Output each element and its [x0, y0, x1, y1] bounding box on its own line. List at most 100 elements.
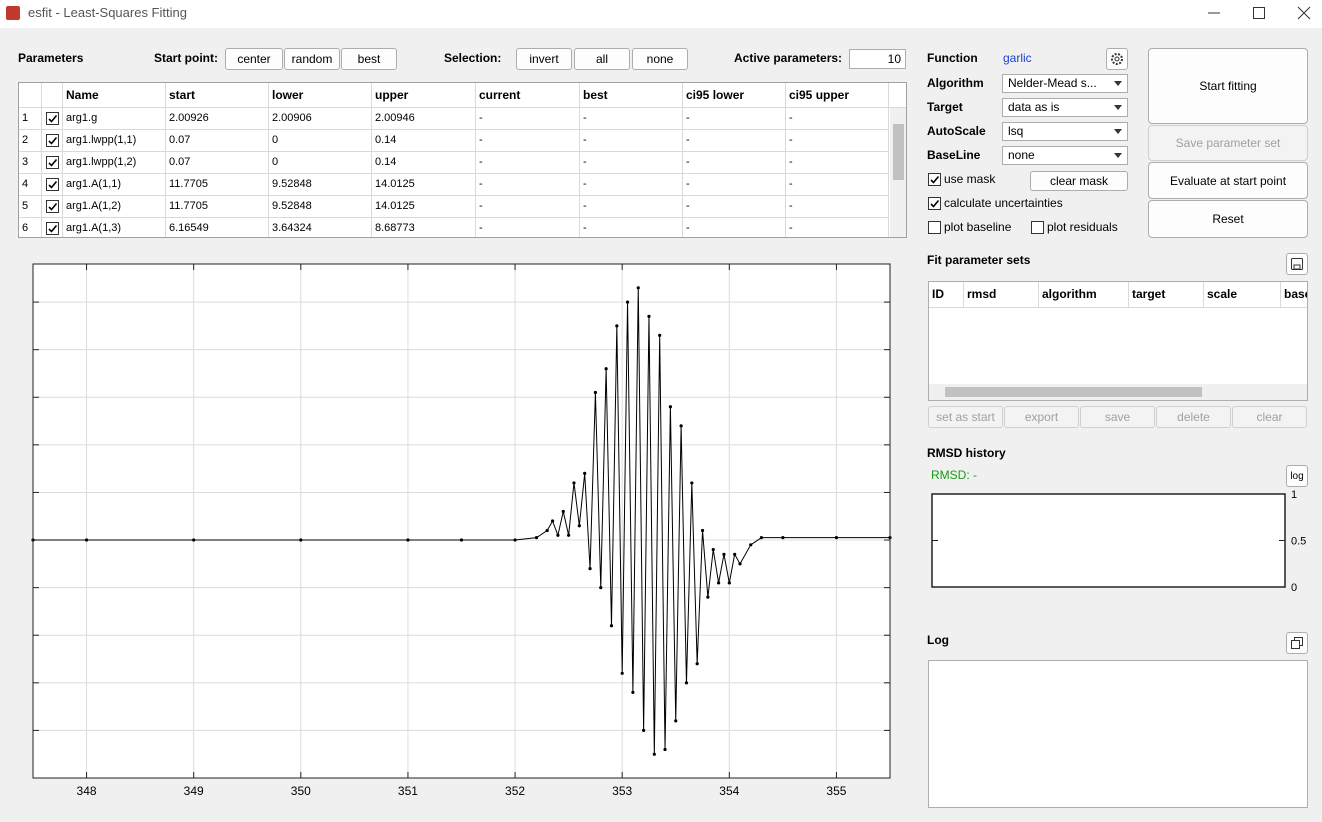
table-cell[interactable]: - — [786, 152, 889, 174]
checkbox[interactable] — [46, 222, 59, 235]
dropdown[interactable]: data as is — [1002, 98, 1128, 117]
table-cell[interactable]: - — [786, 130, 889, 152]
table-cell[interactable]: - — [476, 218, 580, 237]
action-button[interactable]: Evaluate at start point — [1148, 162, 1308, 199]
start-point-button[interactable]: random — [284, 48, 340, 70]
table-cell[interactable]: - — [580, 218, 683, 237]
table-cell[interactable]: arg1.A(1,3) — [63, 218, 166, 237]
checkbox[interactable] — [928, 221, 941, 234]
table-cell[interactable]: - — [580, 152, 683, 174]
checkbox[interactable] — [46, 200, 59, 213]
table-cell[interactable]: 0.07 — [166, 152, 269, 174]
selection-button[interactable]: none — [632, 48, 688, 70]
table-cell[interactable]: 0 — [269, 130, 372, 152]
table-cell[interactable]: - — [476, 108, 580, 130]
table-cell[interactable]: 2.00926 — [166, 108, 269, 130]
minimize-button[interactable] — [1207, 6, 1221, 20]
fit-set-button[interactable]: save — [1080, 406, 1155, 428]
table-cell[interactable]: 0.07 — [166, 130, 269, 152]
table-cell[interactable]: 2.00906 — [269, 108, 372, 130]
table-cell[interactable]: - — [476, 174, 580, 196]
fit-sets-table: IDrmsdalgorithmtargetscalebase — [928, 281, 1308, 401]
table-cell[interactable]: - — [786, 196, 889, 218]
copy-log-button[interactable] — [1286, 632, 1308, 654]
checkbox[interactable] — [46, 134, 59, 147]
rmsd-title: RMSD history — [927, 446, 1006, 460]
checkbox[interactable] — [1031, 221, 1044, 234]
table-cell[interactable]: 6.16549 — [166, 218, 269, 237]
table-cell[interactable]: 0.14 — [372, 152, 476, 174]
checkbox[interactable] — [46, 156, 59, 169]
table-cell[interactable]: - — [476, 130, 580, 152]
table-cell[interactable]: 9.52848 — [269, 196, 372, 218]
table-cell[interactable]: - — [580, 108, 683, 130]
start-point-button[interactable]: best — [341, 48, 397, 70]
table-cell[interactable]: - — [580, 130, 683, 152]
table-cell[interactable]: 11.7705 — [166, 196, 269, 218]
fit-set-button[interactable]: export — [1004, 406, 1079, 428]
action-button[interactable]: Save parameter set — [1148, 125, 1308, 161]
table-cell[interactable]: - — [786, 174, 889, 196]
fit-set-button[interactable]: delete — [1156, 406, 1231, 428]
table-cell[interactable]: 0 — [269, 152, 372, 174]
table-cell[interactable]: - — [683, 174, 786, 196]
dropdown[interactable]: lsq — [1002, 122, 1128, 141]
checkbox-label[interactable]: calculate uncertainties — [944, 196, 1063, 210]
checkbox[interactable] — [928, 197, 941, 210]
active-parameters-input[interactable]: 10 — [849, 49, 906, 69]
checkbox[interactable] — [928, 173, 941, 186]
table-cell[interactable]: arg1.lwpp(1,2) — [63, 152, 166, 174]
fit-set-button[interactable]: set as start — [928, 406, 1003, 428]
table-cell[interactable]: - — [683, 130, 786, 152]
function-value[interactable]: garlic — [1003, 51, 1032, 65]
checkbox[interactable] — [46, 112, 59, 125]
checkbox-label[interactable]: plot baseline — [944, 220, 1012, 234]
table-cell[interactable]: 14.0125 — [372, 196, 476, 218]
table-cell[interactable]: 11.7705 — [166, 174, 269, 196]
column-header: rmsd — [964, 282, 1039, 308]
close-button[interactable] — [1297, 6, 1311, 20]
dropdown[interactable]: Nelder-Mead s... — [1002, 74, 1128, 93]
table-cell[interactable]: arg1.g — [63, 108, 166, 130]
log-scale-button[interactable]: log — [1286, 465, 1308, 487]
table-cell[interactable]: - — [580, 196, 683, 218]
table-cell[interactable]: arg1.lwpp(1,1) — [63, 130, 166, 152]
save-sets-button[interactable] — [1286, 253, 1308, 275]
checkbox-label[interactable]: use mask — [944, 172, 996, 186]
table-cell[interactable]: - — [786, 108, 889, 130]
clear-mask-button[interactable]: clear mask — [1030, 171, 1128, 191]
table-cell[interactable]: 0.14 — [372, 130, 476, 152]
table-cell[interactable]: - — [786, 218, 889, 237]
scroll-thumb[interactable] — [945, 387, 1202, 397]
table-cell[interactable]: 14.0125 — [372, 174, 476, 196]
log-area[interactable] — [928, 660, 1308, 808]
maximize-button[interactable] — [1252, 6, 1266, 20]
table-cell[interactable]: 2.00946 — [372, 108, 476, 130]
checkbox-label[interactable]: plot residuals — [1047, 220, 1118, 234]
vertical-scrollbar[interactable] — [890, 108, 906, 237]
dropdown[interactable]: none — [1002, 146, 1128, 165]
table-cell[interactable]: - — [683, 218, 786, 237]
settings-button[interactable] — [1106, 48, 1128, 70]
horizontal-scrollbar[interactable] — [929, 384, 1307, 400]
table-cell[interactable]: - — [580, 174, 683, 196]
table-cell[interactable]: 3.64324 — [269, 218, 372, 237]
fit-set-button[interactable]: clear — [1232, 406, 1307, 428]
spectrum-point — [684, 681, 689, 685]
table-cell[interactable]: - — [476, 152, 580, 174]
table-cell[interactable]: - — [683, 108, 786, 130]
action-button[interactable]: Start fitting — [1148, 48, 1308, 124]
scroll-thumb[interactable] — [893, 124, 904, 180]
action-button[interactable]: Reset — [1148, 200, 1308, 238]
table-cell[interactable]: 9.52848 — [269, 174, 372, 196]
selection-button[interactable]: invert — [516, 48, 572, 70]
table-cell[interactable]: - — [683, 152, 786, 174]
table-cell[interactable]: - — [683, 196, 786, 218]
table-cell[interactable]: - — [476, 196, 580, 218]
start-point-button[interactable]: center — [225, 48, 283, 70]
checkbox[interactable] — [46, 178, 59, 191]
table-cell[interactable]: arg1.A(1,2) — [63, 196, 166, 218]
table-cell[interactable]: 8.68773 — [372, 218, 476, 237]
selection-button[interactable]: all — [574, 48, 630, 70]
table-cell[interactable]: arg1.A(1,1) — [63, 174, 166, 196]
